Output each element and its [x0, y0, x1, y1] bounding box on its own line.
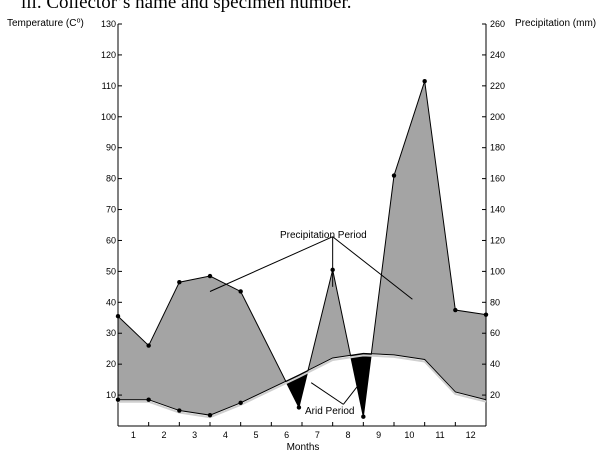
precipitation-point-11 — [453, 307, 458, 313]
right-ticks: 20 40 60 80 100 120 140 160 180 200 220 240 260 — [482, 19, 505, 400]
humid-region — [118, 276, 286, 416]
left-tick-label: 130 — [101, 19, 116, 29]
right-tick-label: 60 — [490, 328, 500, 338]
right-axis-label: Precipitation (mm) — [515, 18, 596, 29]
left-tick-label: 120 — [101, 50, 116, 60]
temperature-line — [118, 352, 487, 416]
temperature-point-3 — [177, 408, 182, 413]
right-tick-label: 20 — [490, 390, 500, 400]
right-tick-label: 220 — [490, 81, 505, 91]
precipitation-point-5 — [238, 289, 243, 294]
left-tick-label: 50 — [106, 266, 116, 276]
x-tick-label: 8 — [345, 430, 350, 440]
left-axis-label: Temperature (C⁰) — [7, 18, 84, 29]
precipitation-point-6 — [296, 405, 302, 410]
precipitation-point-3 — [177, 280, 182, 285]
right-tick-label: 140 — [490, 205, 505, 215]
precipitation-period-leader — [332, 236, 413, 300]
left-tick-label: 110 — [102, 81, 116, 91]
right-tick-label: 240 — [490, 50, 505, 60]
x-tick-label: 11 — [435, 430, 444, 440]
x-tick-label: 9 — [376, 430, 381, 440]
arid-region — [350, 353, 372, 417]
precipitation-point-1 — [115, 314, 121, 319]
series-points — [115, 79, 489, 419]
left-tick-label: 30 — [106, 328, 116, 338]
right-tick-label: 80 — [490, 297, 500, 307]
arid-period-leader — [343, 382, 361, 405]
precipitation-point-9 — [391, 173, 397, 178]
humid-fill-layer — [118, 81, 486, 416]
left-tick-label: 100 — [101, 112, 116, 122]
x-tick-label: 1 — [131, 430, 136, 440]
right-tick-label: 100 — [490, 266, 505, 276]
x-tick-label: 6 — [284, 430, 289, 440]
right-tick-label: 200 — [490, 112, 505, 122]
humid-region — [371, 81, 486, 400]
left-tick-label: 80 — [106, 174, 116, 184]
series-lines — [117, 81, 487, 419]
precipitation-point-8 — [361, 414, 366, 419]
right-tick-label: 260 — [490, 19, 505, 29]
left-tick-label: 60 — [106, 235, 116, 245]
left-tick-label: 10 — [106, 390, 116, 400]
x-tick-label: 10 — [404, 430, 414, 440]
humid-region — [308, 269, 351, 371]
precipitation-point-12 — [483, 312, 489, 317]
x-axis-label: Months — [287, 442, 320, 451]
right-tick-label: 40 — [490, 359, 500, 369]
temperature-line-shadow — [118, 354, 487, 419]
left-tick-label: 70 — [106, 205, 116, 215]
temperature-point-1 — [115, 397, 121, 402]
x-tick-label: 5 — [253, 430, 258, 440]
x-tick-label: 4 — [223, 430, 228, 440]
right-tick-label: 120 — [490, 235, 505, 245]
left-ticks: 10 20 30 40 50 60 70 80 90 100 110 120 130 — [101, 19, 122, 400]
x-tick-label: 7 — [315, 430, 320, 440]
left-tick-label: 40 — [106, 297, 116, 307]
x-tick-label: 2 — [161, 430, 166, 440]
precipitation-period-leader — [209, 236, 333, 292]
x-tick-label: 12 — [466, 430, 476, 440]
precipitation-point-2 — [146, 343, 151, 348]
left-tick-label: 90 — [106, 143, 116, 153]
precipitation-point-4 — [207, 273, 213, 279]
x-ticks: 1 2 3 4 5 6 7 8 9 10 11 12 — [131, 422, 476, 440]
x-tick-label: 3 — [192, 430, 197, 440]
header-text: iii. Collector’s name and specimen numbe… — [21, 0, 352, 13]
temperature-point-2 — [146, 397, 151, 402]
temperature-point-4 — [207, 412, 213, 418]
annotation-precipitation-period: Precipitation Period — [280, 230, 367, 241]
annotation-arid-period: Arid Period — [305, 406, 354, 417]
temperature-point-5 — [238, 400, 243, 406]
right-tick-label: 160 — [490, 174, 505, 184]
arid-period-leader — [310, 382, 344, 405]
precipitation-line — [117, 81, 487, 417]
precipitation-point-10 — [422, 79, 427, 84]
annotation-leaders — [209, 236, 413, 405]
right-tick-label: 180 — [490, 143, 505, 153]
left-tick-label: 20 — [106, 359, 116, 369]
